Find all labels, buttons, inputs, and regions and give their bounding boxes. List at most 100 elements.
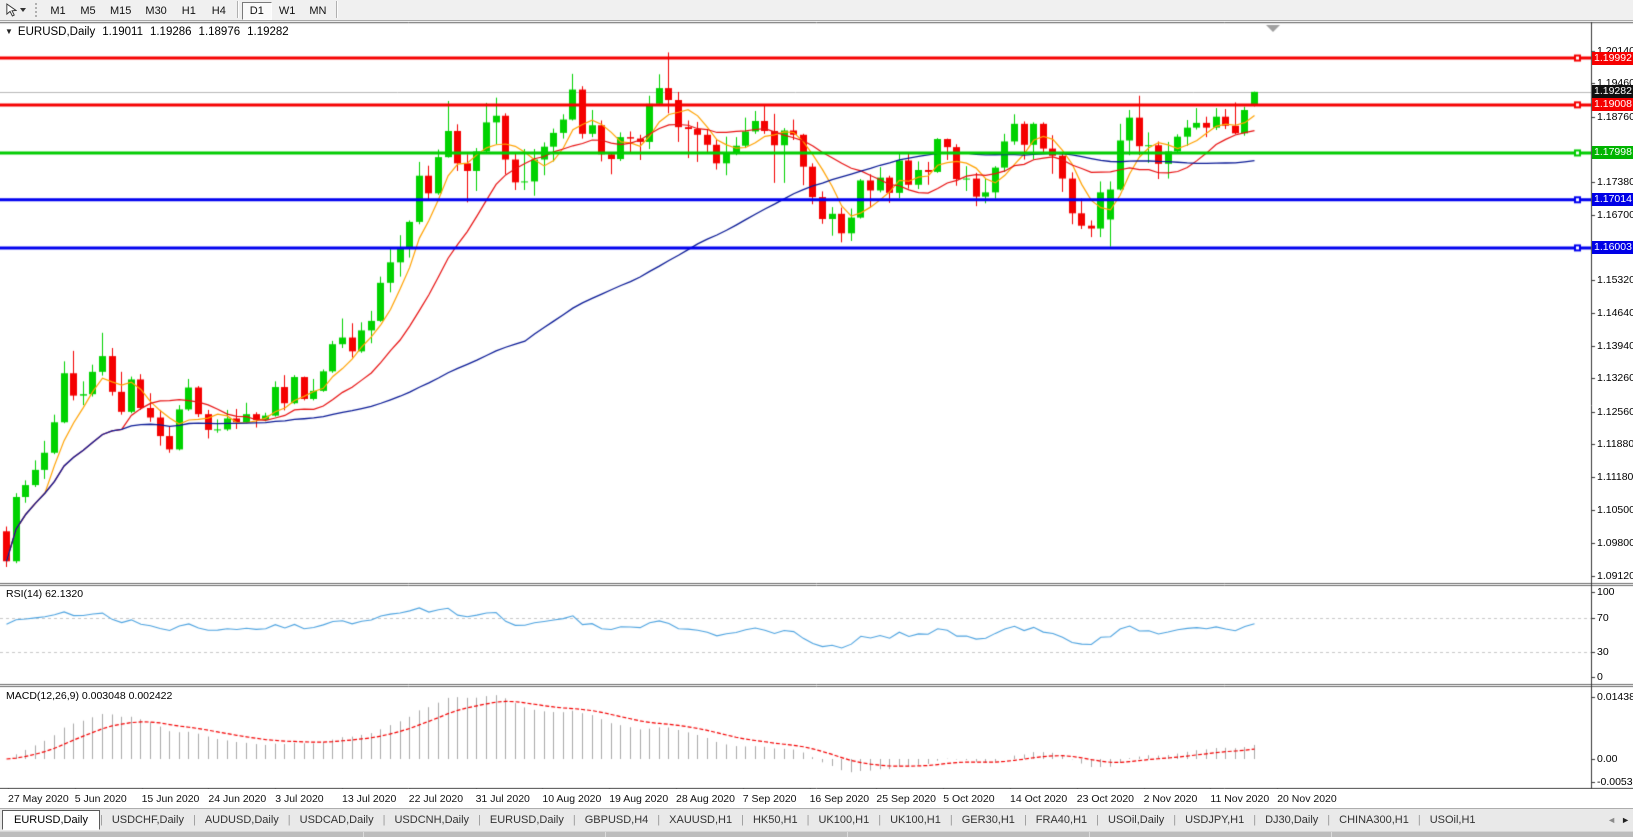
chart-tab[interactable]: EURUSD,Daily xyxy=(489,814,564,826)
chart-tab[interactable]: HK50,H1 xyxy=(752,814,798,826)
chart-tab[interactable]: USOil,Daily xyxy=(1108,814,1165,826)
status-strip-divider xyxy=(847,832,848,837)
chart-tab[interactable]: USDJPY,H1 xyxy=(1185,814,1245,826)
rsi-indicator-label: RSI(14) 62.1320 xyxy=(6,588,84,600)
macd-indicator-label: MACD(12,26,9) 0.003048 0.002422 xyxy=(6,690,173,702)
date-label: 24 Jun 2020 xyxy=(208,793,267,805)
tab-separator: | xyxy=(1327,814,1331,826)
date-label: 20 Nov 2020 xyxy=(1277,793,1337,805)
tab-separator: | xyxy=(1417,814,1421,826)
price-badge: 1.19008 xyxy=(1592,98,1633,112)
tab-scroll-left-icon[interactable]: ◄ xyxy=(1607,815,1617,825)
date-label: 7 Sep 2020 xyxy=(742,793,797,805)
timeframe-button-m5[interactable]: M5 xyxy=(80,4,96,17)
price-tick-label: 1.15320 xyxy=(1597,274,1633,287)
date-label: 5 Jun 2020 xyxy=(74,793,127,805)
chart-tab[interactable]: USOil,H1 xyxy=(1429,814,1476,826)
date-label: 3 Jul 2020 xyxy=(275,793,324,805)
price-badge: 1.16003 xyxy=(1592,241,1633,255)
timeframe-button-mn[interactable]: MN xyxy=(309,4,327,17)
macd-tick-label: -0.00539 xyxy=(1597,776,1633,789)
price-tick-label: 1.11880 xyxy=(1597,438,1633,451)
rsi-tick-label: 0 xyxy=(1597,671,1603,683)
price-badge: 1.17998 xyxy=(1592,146,1633,160)
chart-tab[interactable]: EURUSD,Daily xyxy=(2,810,100,830)
date-label: 15 Jun 2020 xyxy=(141,793,200,805)
timeframe-button-h1[interactable]: H1 xyxy=(181,4,196,17)
price-tick-label: 1.13260 xyxy=(1597,372,1633,385)
timeframe-button-h4[interactable]: H4 xyxy=(211,4,226,17)
chevron-down-icon xyxy=(20,8,26,12)
quote-low: 1.18976 xyxy=(198,26,241,38)
tab-scroll-arrows: ◄ ► xyxy=(1607,814,1630,826)
chart-tab[interactable]: GER30,H1 xyxy=(961,814,1015,826)
chart-tab[interactable]: CHINA300,H1 xyxy=(1339,814,1409,826)
status-strip xyxy=(0,831,1633,837)
tab-separator: | xyxy=(192,814,196,826)
price-badge: 1.17014 xyxy=(1592,193,1633,207)
chart-tab[interactable]: XAUUSD,H1 xyxy=(669,814,733,826)
chart-overlay: ▼ EURUSD,Daily 1.19011 1.19286 1.18976 1.1928… xyxy=(5,26,1633,789)
price-badge: 1.19282 xyxy=(1592,85,1633,99)
date-label: 5 Oct 2020 xyxy=(943,793,995,805)
date-label: 23 Oct 2020 xyxy=(1076,793,1135,805)
price-tick-label: 1.11180 xyxy=(1597,471,1633,484)
rsi-tick-label: 70 xyxy=(1597,611,1609,624)
quote-high: 1.19286 xyxy=(149,26,192,38)
chart-tab[interactable]: AUDUSD,Daily xyxy=(204,814,279,826)
chart-dropdown-triangle-icon: ▼ xyxy=(5,27,13,36)
date-label: 10 Aug 2020 xyxy=(542,793,602,805)
status-strip-divider xyxy=(363,832,364,837)
toolbar-grip[interactable] xyxy=(35,3,37,17)
chart-tab[interactable]: DJ30,Daily xyxy=(1265,814,1319,826)
chart-tab[interactable]: USDCNH,Daily xyxy=(394,814,470,826)
chart-tab[interactable]: FRA40,H1 xyxy=(1035,814,1088,826)
price-tick-label: 1.17380 xyxy=(1597,176,1633,189)
macd-tick-label: 0.014384 xyxy=(1597,690,1633,703)
tab-separator: | xyxy=(878,814,882,826)
tab-separator: | xyxy=(572,814,576,826)
tab-separator: | xyxy=(1173,814,1177,826)
price-tick-label: 1.14640 xyxy=(1597,306,1633,319)
timeframe-button-d1[interactable]: D1 xyxy=(241,1,272,20)
timeframe-button-m1[interactable]: M1 xyxy=(50,4,66,17)
chart-tab[interactable]: UK100,H1 xyxy=(890,814,941,826)
tab-separator: | xyxy=(1023,814,1027,826)
timeframe-button-m30[interactable]: M30 xyxy=(145,4,167,17)
timeframe-button-m15[interactable]: M15 xyxy=(110,4,132,17)
tab-separator: | xyxy=(741,814,744,826)
rsi-tick-label: 30 xyxy=(1597,645,1609,658)
tab-separator: | xyxy=(1096,814,1100,826)
chart-tab[interactable]: UK100,H1 xyxy=(818,814,870,826)
price-tick-label: 1.16700 xyxy=(1597,208,1633,221)
quote-close: 1.19282 xyxy=(247,26,289,38)
date-label: 27 May 2020 xyxy=(8,793,69,805)
status-strip-divider xyxy=(1331,832,1332,837)
cursor-tool-button[interactable] xyxy=(3,2,28,18)
pointer-cursor-icon xyxy=(6,3,17,17)
date-label: 14 Oct 2020 xyxy=(1010,793,1068,805)
chart-tabs: EURUSD,Daily | USDCHF,Daily | AUDUSD,Daily | U… xyxy=(2,810,1485,830)
status-strip-divider xyxy=(1089,832,1090,837)
chart-title: ▼ EURUSD,Daily 1.19011 1.19286 1.18976 1.1928… xyxy=(5,26,289,38)
date-label: 25 Sep 2020 xyxy=(876,793,936,805)
date-label: 22 Jul 2020 xyxy=(408,793,464,805)
tab-separator: | xyxy=(478,814,481,826)
chart-tab[interactable]: GBPUSD,H4 xyxy=(584,814,649,826)
price-tick-label: 1.09120 xyxy=(1597,569,1633,582)
date-label: 31 Jul 2020 xyxy=(475,793,530,805)
toolbar-separator xyxy=(236,0,239,18)
toolbar-separator xyxy=(336,0,339,18)
price-tick-label: 1.10500 xyxy=(1597,503,1633,516)
timeframe-button-w1[interactable]: W1 xyxy=(278,4,296,17)
chart-tab[interactable]: USDCHF,Daily xyxy=(111,814,184,826)
time-axis[interactable]: 27 May 2020 5 Jun 2020 15 Jun 2020 24 Jun 2… xyxy=(0,789,1633,808)
tab-scroll-right-icon[interactable]: ► xyxy=(1621,815,1630,825)
tab-separator: | xyxy=(287,814,291,826)
price-tick-label: 1.13940 xyxy=(1597,340,1633,353)
chart-tab[interactable]: USDCAD,Daily xyxy=(299,814,374,826)
chart-tab-bar: EURUSD,Daily | USDCHF,Daily | AUDUSD,Daily | U… xyxy=(0,808,1633,831)
price-tick-label: 1.18760 xyxy=(1597,110,1633,123)
